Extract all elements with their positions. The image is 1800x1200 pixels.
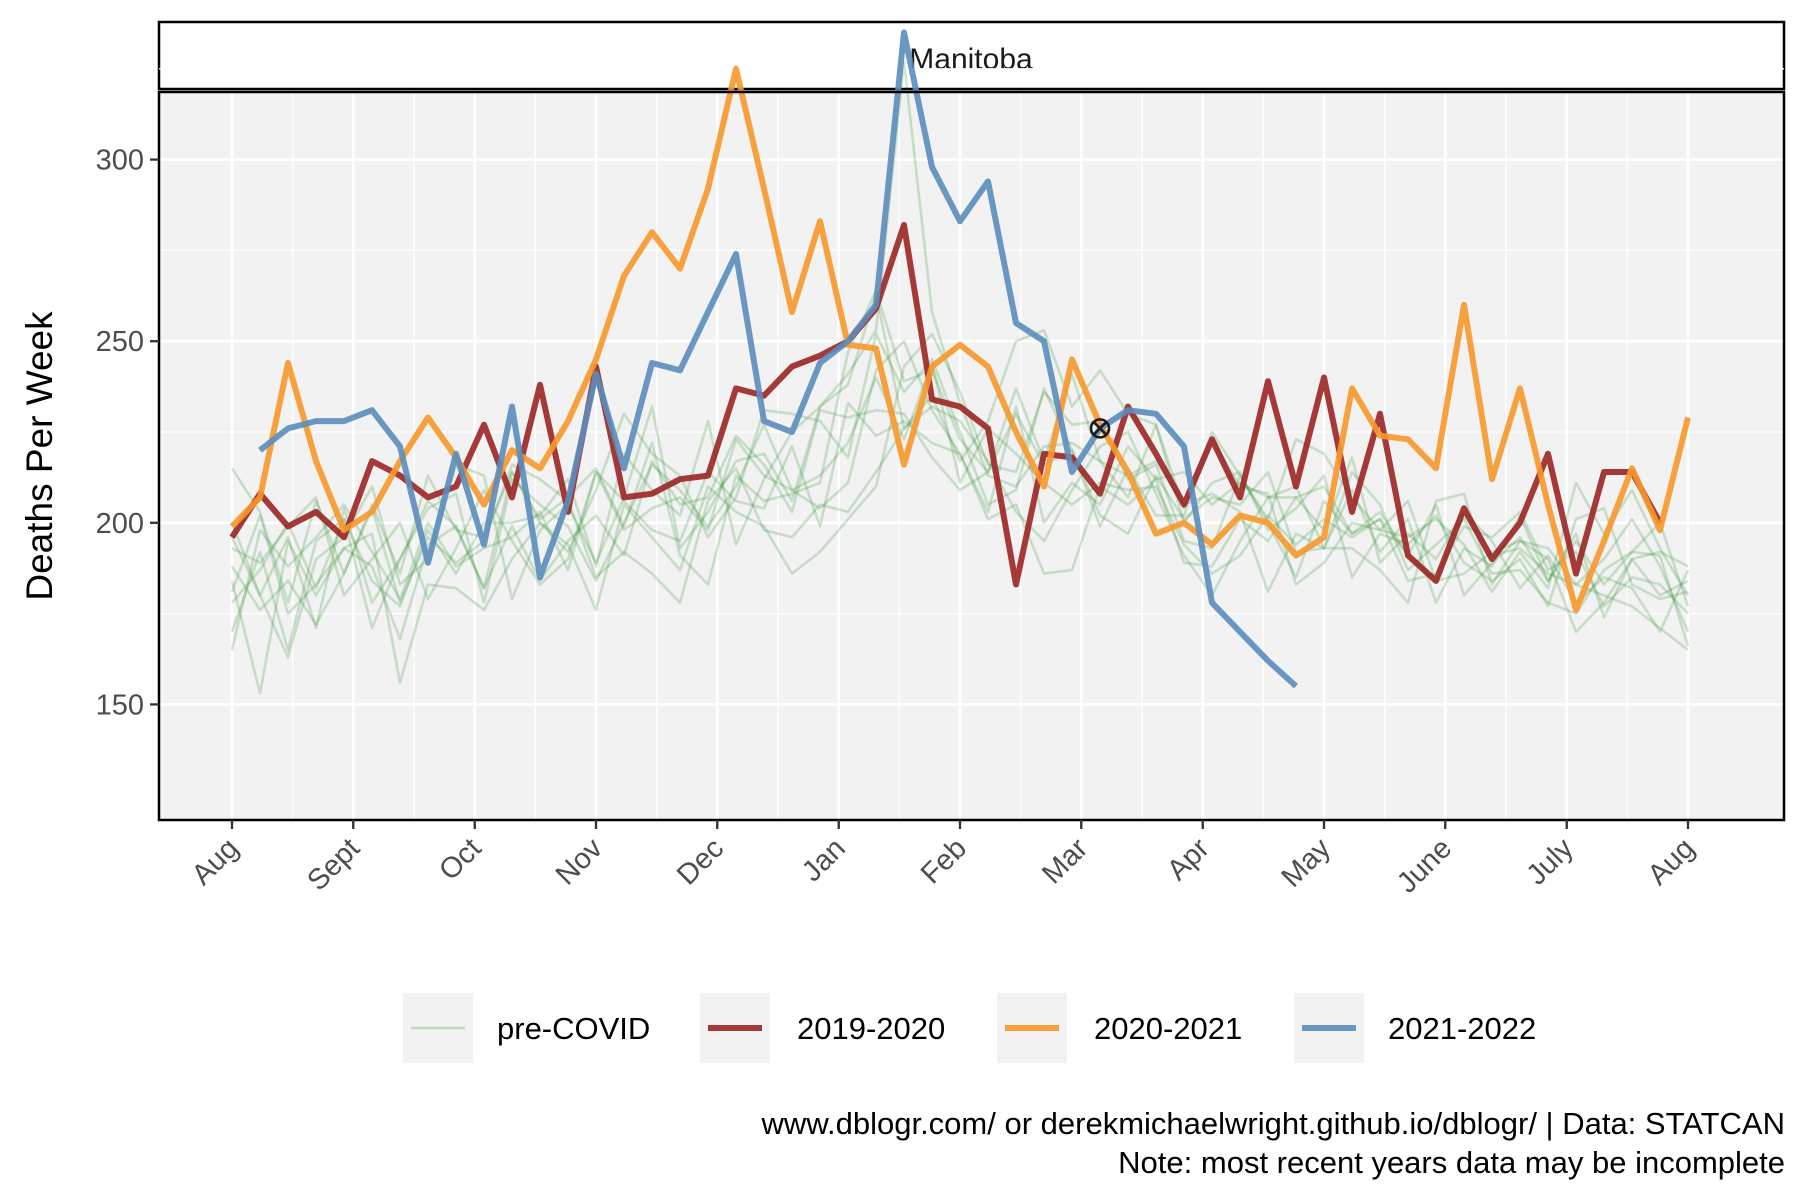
x-tick-label: Oct [433, 832, 488, 887]
series-line-2019-2020 [229, 222, 1663, 588]
legend-label: 2020-2021 [1094, 1011, 1242, 1046]
x-tick-label: Feb [915, 832, 973, 890]
legend-label: 2019-2020 [797, 1011, 945, 1046]
series-line-pre-covid [230, 289, 1689, 630]
x-tick-label: July [1521, 832, 1580, 891]
y-tick-label: 300 [96, 145, 144, 177]
legend-item-2021-2022: 2021-2022 [1294, 993, 1536, 1063]
series-line-pre-covid [230, 408, 1690, 641]
legend-item-2020-2021: 2020-2021 [997, 993, 1242, 1063]
y-axis-title: Deaths Per Week [19, 311, 60, 601]
facet-strip [157, 20, 1786, 91]
legend-label: 2021-2022 [1388, 1011, 1536, 1046]
grid [159, 68, 1784, 820]
series-line-pre-covid [231, 339, 1689, 630]
caption-note: Note: most recent years data may be inco… [1118, 1145, 1785, 1180]
series-layer [229, 29, 1691, 695]
x-tick-label: Aug [186, 832, 245, 891]
x-tick-label: Dec [671, 832, 730, 891]
x-tick-label: Jan [796, 832, 852, 888]
facet-label: Manitoba [909, 43, 1033, 76]
series-line-2020-2021 [229, 65, 1691, 613]
legend-label: pre-COVID [497, 1011, 650, 1046]
y-tick-label: 200 [96, 508, 144, 540]
series-line-pre-covid [230, 292, 1690, 659]
current-week-marker [1089, 418, 1111, 439]
legend-item-2019-2020: 2019-2020 [700, 993, 945, 1063]
plot-panel [159, 92, 1784, 820]
y-tick-label: 250 [96, 326, 144, 358]
caption-source: www.dblogr.com/ or derekmichaelwright.gi… [761, 1106, 1785, 1141]
legend-key [403, 993, 473, 1063]
x-tick-label: May [1276, 832, 1338, 894]
marker-cross [1092, 421, 1108, 436]
x-tick-label: June [1391, 832, 1458, 899]
series-line-pre-covid [230, 401, 1690, 651]
x-tick-label: Apr [1161, 832, 1216, 887]
series-line-2021-2022 [258, 29, 1299, 689]
y-tick-label: 150 [96, 689, 144, 721]
x-tick-label: Sept [301, 832, 366, 897]
series-line-pre-covid [230, 60, 1690, 652]
legend-item-pre-COVID: pre-COVID [403, 993, 650, 1063]
x-tick-label: Nov [550, 832, 609, 891]
series-line-pre-covid [230, 332, 1690, 695]
x-tick-label: Mar [1036, 832, 1094, 890]
x-tick-label: Aug [1642, 832, 1701, 891]
legend: pre-COVID 2019-2020 2020-2021 2021-2022 [403, 993, 1536, 1063]
marker-circle [1089, 418, 1111, 439]
panel-border [157, 90, 1786, 822]
